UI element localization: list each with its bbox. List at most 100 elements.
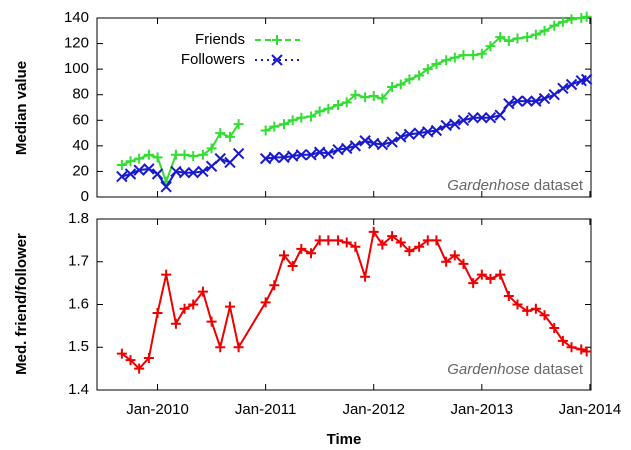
data-point — [484, 112, 497, 124]
data-point — [143, 149, 154, 160]
data-point — [233, 342, 244, 353]
data-point — [268, 151, 280, 164]
data-point — [495, 32, 506, 43]
plot-frame — [96, 17, 592, 198]
y-tick-label: 80 — [72, 86, 89, 103]
y-tick-label: 1.7 — [68, 253, 89, 270]
data-point — [512, 299, 523, 310]
data-point — [296, 243, 307, 254]
data-point — [458, 258, 469, 269]
data-point — [116, 348, 127, 359]
data-point — [151, 168, 164, 180]
data-point — [368, 90, 379, 101]
annotation: Gardenhose dataset — [447, 361, 584, 378]
data-point — [557, 82, 569, 95]
data-point — [441, 256, 452, 267]
data-point — [260, 297, 271, 308]
y-tick-label: 100 — [64, 60, 89, 77]
data-point — [179, 303, 190, 314]
data-point — [170, 318, 181, 329]
data-point — [557, 335, 568, 346]
data-point — [414, 241, 425, 252]
data-point — [178, 166, 191, 179]
data-point — [395, 79, 406, 90]
y-axis-label: Median value — [13, 61, 30, 155]
legend-label: Friends — [195, 31, 245, 48]
data-point — [224, 301, 235, 312]
data-point — [360, 271, 371, 282]
x-tick-label: Jan-2013 — [451, 401, 514, 418]
data-point — [503, 36, 514, 47]
data-point — [422, 64, 433, 75]
data-point — [306, 111, 317, 122]
data-point — [581, 346, 592, 357]
annotation-emphasis: Gardenhose — [447, 177, 530, 194]
data-point — [476, 112, 488, 124]
data-point — [333, 99, 344, 110]
data-point — [233, 119, 244, 130]
data-point — [368, 226, 379, 237]
data-point — [449, 118, 461, 130]
data-point — [133, 164, 145, 176]
data-point — [522, 305, 533, 316]
data-point — [539, 310, 550, 321]
data-point — [530, 95, 542, 107]
data-point — [494, 109, 506, 121]
y-tick-label: 1.5 — [68, 338, 89, 355]
data-point — [134, 363, 145, 374]
y-axis-label: Med. friend/follower — [13, 233, 30, 375]
data-point — [124, 168, 137, 180]
data-point — [188, 299, 199, 310]
x-tick-label: Jan-2010 — [126, 401, 189, 418]
data-point — [125, 156, 136, 167]
annotation: Gardenhose dataset — [447, 177, 584, 194]
data-point — [360, 92, 371, 103]
annotation-text: dataset — [534, 361, 584, 378]
data-point — [581, 11, 592, 22]
data-point — [215, 128, 226, 139]
data-point — [485, 273, 496, 284]
data-point — [512, 33, 523, 44]
data-point — [170, 149, 181, 160]
y-tick-label: 60 — [72, 111, 89, 128]
data-point — [341, 237, 352, 248]
data-point — [306, 248, 317, 259]
data-point — [340, 142, 353, 155]
data-point — [143, 163, 155, 175]
data-point — [296, 112, 307, 123]
data-point — [179, 149, 190, 160]
data-point — [576, 344, 587, 355]
data-point — [143, 352, 154, 363]
data-point — [377, 93, 388, 104]
data-point — [395, 237, 406, 248]
data-point — [403, 128, 416, 141]
y-tick-label: 1.4 — [68, 381, 89, 398]
data-point — [359, 135, 371, 147]
data-point — [260, 125, 271, 136]
data-point — [476, 48, 487, 59]
data-point — [161, 269, 172, 280]
data-point — [134, 153, 145, 164]
data-point — [188, 151, 199, 162]
data-point — [341, 97, 352, 108]
data-point — [503, 97, 515, 110]
data-point — [206, 143, 217, 154]
data-point — [269, 280, 280, 291]
data-point — [530, 303, 541, 314]
data-point — [287, 261, 298, 272]
y-tick-label: 40 — [72, 137, 89, 154]
data-point — [430, 124, 443, 137]
data-point — [476, 269, 487, 280]
data-point — [314, 106, 325, 117]
data-point — [395, 131, 407, 143]
data-point — [349, 140, 362, 152]
data-point — [224, 156, 236, 169]
data-point — [449, 250, 460, 261]
data-point — [557, 16, 568, 27]
data-point — [323, 235, 334, 246]
data-point — [333, 235, 344, 246]
data-point — [495, 269, 506, 280]
data-point — [549, 20, 560, 31]
data-point — [431, 235, 442, 246]
data-point — [215, 342, 226, 353]
